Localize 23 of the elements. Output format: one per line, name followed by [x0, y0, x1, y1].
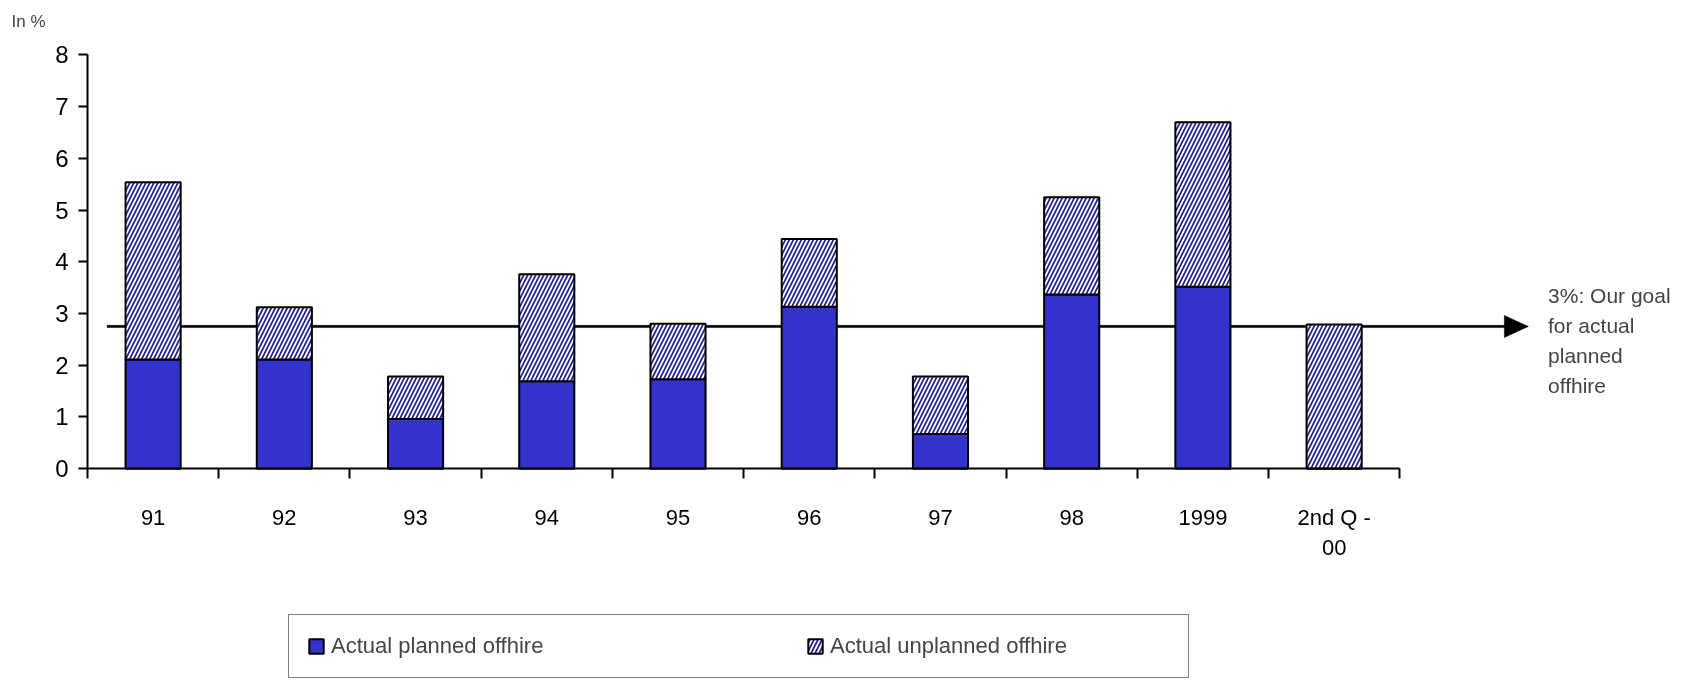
x-tick-label: 91 [140, 504, 166, 530]
y-tick-label: 1 [55, 403, 69, 431]
y-axis-title: In % [11, 11, 46, 31]
y-tick-label: 0 [55, 455, 69, 483]
ref-line-label: 3%: Our goal for actual planned offhire [1548, 284, 1671, 398]
y-tick-label: 7 [55, 93, 69, 121]
x-tick-label: 2nd Q - 00 [1297, 504, 1371, 560]
y-tick-label: 5 [55, 196, 69, 224]
legend-label: Actual planned offhire [331, 633, 545, 659]
y-tick-label: 6 [55, 144, 69, 172]
legend-label: Actual unplanned offhire [830, 633, 1068, 659]
x-tick-label: 97 [928, 504, 953, 530]
y-tick-label: 8 [55, 41, 69, 69]
x-tick-label: 94 [534, 504, 560, 530]
y-tick-label: 4 [55, 248, 69, 276]
x-tick-label: 93 [403, 504, 428, 530]
x-tick-label: 92 [272, 504, 297, 530]
x-tick-label: 1999 [1178, 504, 1228, 530]
x-tick-label: 95 [665, 504, 691, 530]
y-tick-label: 3 [55, 300, 69, 328]
y-tick-label: 2 [55, 351, 69, 379]
x-tick-label: 96 [797, 504, 822, 530]
x-tick-label: 98 [1059, 504, 1084, 530]
